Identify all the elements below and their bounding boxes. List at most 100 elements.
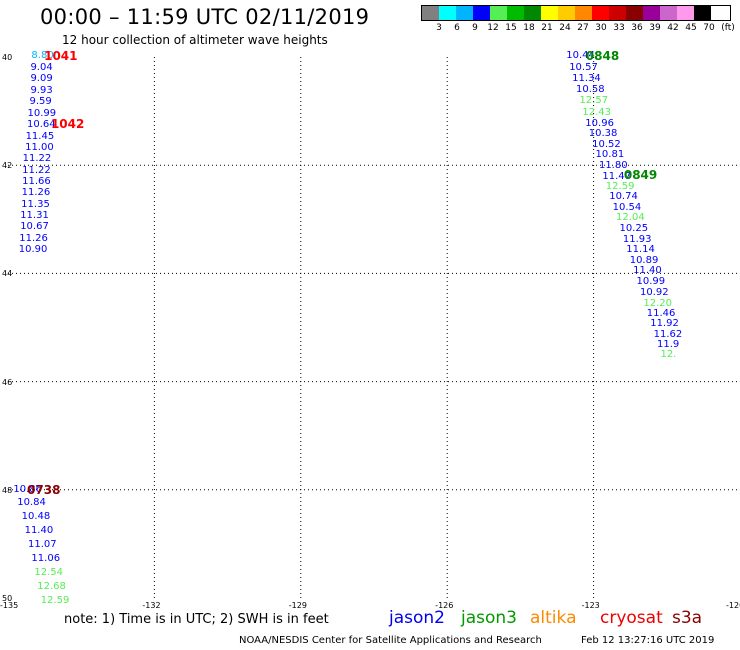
wave-height-observation: 10.90 — [18, 244, 48, 256]
wave-height-observation: 11.40 — [633, 265, 662, 277]
legend-swatch — [643, 6, 660, 20]
wave-height-observation: 11.80 — [598, 160, 628, 172]
legend-swatch — [490, 6, 507, 20]
wave-height-observation: 12.68 — [37, 581, 66, 593]
wave-height-observation: 11.31 — [20, 210, 49, 222]
lat-tick-label: 46 — [2, 377, 13, 387]
wave-height-observation: 10.58 — [576, 84, 605, 95]
legend-label: 27 — [577, 23, 589, 33]
lon-tick-label: -129 — [288, 601, 307, 610]
map-grid — [8, 57, 740, 598]
wave-height-observation: 9.93 — [30, 85, 53, 97]
legend-label: 45 — [685, 23, 697, 33]
legend-swatch — [677, 6, 694, 20]
legend-label: 42 — [667, 23, 679, 33]
satellite-label: cryosat — [600, 608, 663, 628]
wave-height-observation: 11.45 — [25, 130, 55, 142]
wave-height-observation: 11.14 — [626, 244, 655, 256]
legend-label: 30 — [595, 23, 607, 33]
wave-height-observation: 11.34 — [572, 73, 601, 85]
legend-unit: (ft) — [721, 23, 735, 33]
wave-height-observation: 11.92 — [650, 318, 679, 330]
legend-color-scale — [421, 5, 731, 21]
legend-label: 39 — [649, 23, 661, 33]
satellite-label: s3a — [672, 608, 703, 628]
lon-tick-label: -135 — [0, 601, 19, 610]
wave-height-observation: 12.04 — [616, 212, 645, 224]
lat-tick-label: 40 — [2, 53, 13, 62]
wave-height-observation: 10.67 — [20, 221, 49, 233]
wave-height-observation: 11.46 — [646, 307, 676, 319]
legend-label: 70 — [703, 23, 715, 33]
wave-height-observation: 10.86 — [13, 484, 42, 496]
wave-height-observation: 10.57 — [569, 61, 598, 73]
legend-swatch — [694, 6, 711, 20]
legend-swatch — [609, 6, 626, 20]
legend-swatch — [575, 6, 592, 20]
legend-swatch — [558, 6, 575, 20]
created-timestamp: Feb 12 13:27:16 UTC 2019 — [581, 635, 715, 646]
wave-map: -135 -132 -129 -126 -123 -120 40 42 44 46 48 50 8.80… — [0, 50, 740, 610]
lon-tick-label: -132 — [142, 601, 161, 610]
wave-height-observation: 11.26 — [19, 232, 48, 244]
legend-label: 9 — [472, 23, 478, 33]
legend-swatch — [524, 6, 541, 20]
wave-height-observation: 10.38 — [588, 128, 618, 140]
wave-height-observation: 12. — [660, 349, 677, 361]
satellite-label: jason3 — [461, 608, 517, 628]
wave-height-observation: 8.80 — [31, 49, 54, 61]
wave-height-observation: 11.22 — [22, 153, 52, 165]
wave-height-observation: 12.54 — [34, 567, 63, 579]
wave-height-observation: 11.40 — [24, 524, 54, 536]
legend-swatch — [507, 6, 524, 20]
wave-height-observation: 9.04 — [30, 61, 53, 73]
credit-line: NOAA/NESDIS Center for Satellite Applica… — [239, 635, 542, 646]
wave-height-observation: 10.96 — [585, 117, 614, 129]
wave-height-observation: 10.99 — [636, 276, 666, 288]
legend-label: 21 — [541, 23, 553, 33]
wave-height-observation: 11.35 — [21, 198, 50, 210]
wave-height-observation: 9.09 — [30, 73, 53, 85]
wave-height-observation: 10.92 — [639, 286, 669, 298]
legend-swatch — [660, 6, 677, 20]
legend-label: 6 — [454, 23, 460, 33]
lat-tick-label: 42 — [2, 161, 13, 171]
wave-height-observation: 12.20 — [643, 297, 673, 309]
legend-label: 12 — [487, 23, 499, 33]
lon-tick-label: -120 — [726, 601, 740, 610]
pass-time-label: 0848 — [585, 48, 620, 63]
wave-height-observation: 11.00 — [25, 141, 54, 153]
lat-tick-label: 50 — [2, 594, 13, 603]
wave-height-observation: 10.25 — [619, 223, 649, 235]
lat-tick-label: 44 — [2, 269, 13, 279]
wave-height-observation: 11.26 — [21, 187, 51, 199]
wave-height-observation: 11.66 — [22, 175, 51, 187]
lat-tick-label: 48 — [2, 485, 13, 495]
legend-swatch — [626, 6, 643, 20]
map-subtitle: 12 hour collection of altimeter wave hei… — [62, 33, 328, 47]
wave-height-observation: 12.57 — [579, 95, 609, 107]
pass-time-label: 0849 — [623, 167, 658, 182]
legend-swatch — [473, 6, 490, 20]
pass-time-label: 1041 — [44, 48, 78, 63]
legend-label: 24 — [559, 23, 571, 33]
lon-tick-label: -123 — [581, 601, 600, 610]
wave-height-observation: 10.81 — [595, 149, 625, 161]
legend-swatch — [422, 6, 439, 20]
wave-height-observation: 12.43 — [582, 106, 612, 118]
legend-label: 15 — [505, 23, 517, 33]
map-title: 00:00 – 11:59 UTC 02/11/2019 — [40, 5, 370, 29]
wave-height-observation: 10.84 — [17, 496, 46, 508]
legend-swatch — [439, 6, 456, 20]
legend-label: 3 — [436, 23, 442, 33]
wave-height-observation: 11.06 — [31, 553, 61, 565]
lon-tick-label: -126 — [435, 601, 454, 610]
wave-height-observation: 11.22 — [22, 164, 51, 176]
legend-swatch — [592, 6, 609, 20]
wave-height-observation: 10.48 — [21, 510, 51, 522]
wave-height-observation: 11.62 — [653, 328, 683, 340]
legend-swatch — [541, 6, 558, 20]
wave-height-observation: 11.93 — [622, 233, 652, 245]
units-note: note: 1) Time is in UTC; 2) SWH is in fe… — [64, 612, 329, 627]
legend-labels: 3 6 9 12 15 18 21 24 27 30 33 36 39 42 45 70 (ft) — [421, 21, 735, 33]
